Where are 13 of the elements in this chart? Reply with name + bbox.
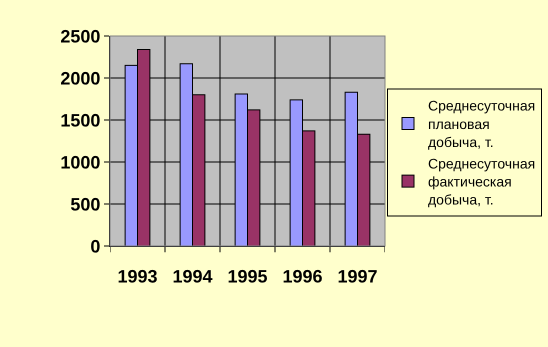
legend-label: Среднесуточная плановая добыча, т. [428, 98, 536, 150]
y-tick-label: 2000 [60, 68, 100, 88]
y-tick-label: 500 [70, 194, 100, 214]
x-tick-label: 1996 [282, 266, 323, 287]
y-tick-label: 0 [90, 236, 100, 256]
x-tick-label: 1994 [172, 266, 213, 287]
x-tick-label: 1997 [337, 266, 378, 287]
y-tick-label: 1500 [60, 110, 100, 130]
x-tick-label: 1993 [117, 266, 158, 287]
x-tick-label: 1995 [227, 266, 268, 287]
y-tick-label: 2500 [60, 26, 100, 46]
legend-label: Среднесуточная фактическая добыча, т. [428, 155, 536, 208]
y-tick-label: 1000 [60, 152, 100, 172]
